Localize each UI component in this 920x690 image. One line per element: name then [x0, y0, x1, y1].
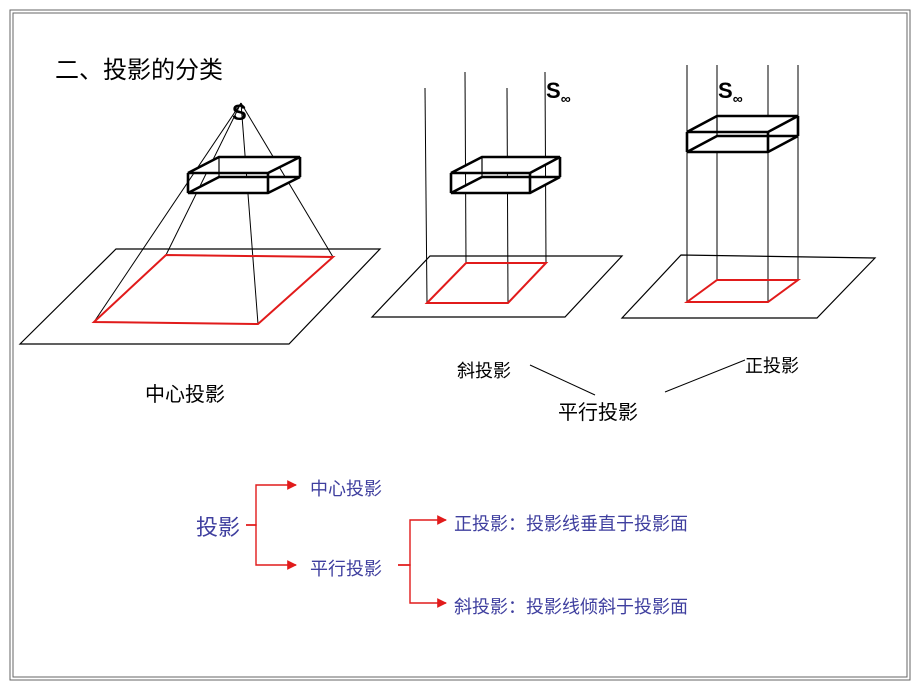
- caption-parallel-group: 平行投影: [558, 396, 638, 425]
- tree-diagram: [246, 485, 446, 603]
- tree-branch-central: 中心投影: [310, 475, 382, 501]
- section-title: 二、投影的分类: [55, 50, 223, 85]
- parallel-group-lines: [530, 360, 745, 395]
- caption-central: 中心投影: [145, 378, 225, 407]
- s-label-oblique: S∞: [546, 78, 571, 106]
- caption-oblique: 斜投影: [457, 357, 511, 383]
- diagram-canvas: [0, 0, 920, 690]
- tree-root: 投影: [196, 510, 240, 542]
- s-label-ortho: S∞: [718, 78, 743, 106]
- figure-ortho: [622, 65, 875, 318]
- caption-ortho: 正投影: [745, 352, 799, 378]
- figure-central: [20, 103, 380, 344]
- figure-oblique: [372, 72, 622, 317]
- tree-leaf-oblique: 斜投影：投影线倾斜于投影面: [454, 593, 688, 619]
- s-label-central: S: [232, 100, 247, 126]
- tree-leaf-ortho: 正投影：投影线垂直于投影面: [454, 510, 688, 536]
- tree-branch-parallel: 平行投影: [310, 555, 382, 581]
